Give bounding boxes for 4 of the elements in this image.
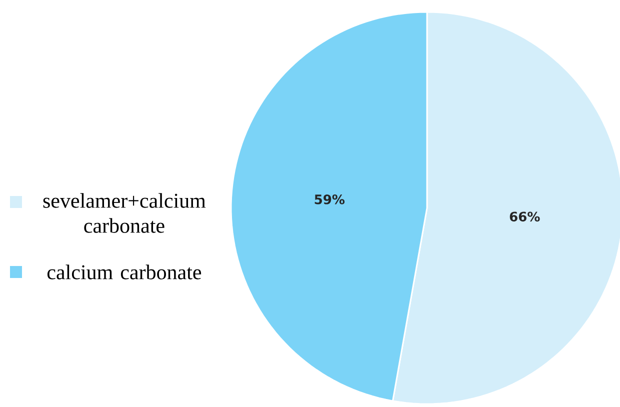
legend-label: calcium carbonate xyxy=(47,264,202,280)
data-label: 66% xyxy=(510,212,540,222)
data-label: 59% xyxy=(314,194,345,204)
legend-label: sevelamer+calcium carbonate xyxy=(43,193,206,233)
